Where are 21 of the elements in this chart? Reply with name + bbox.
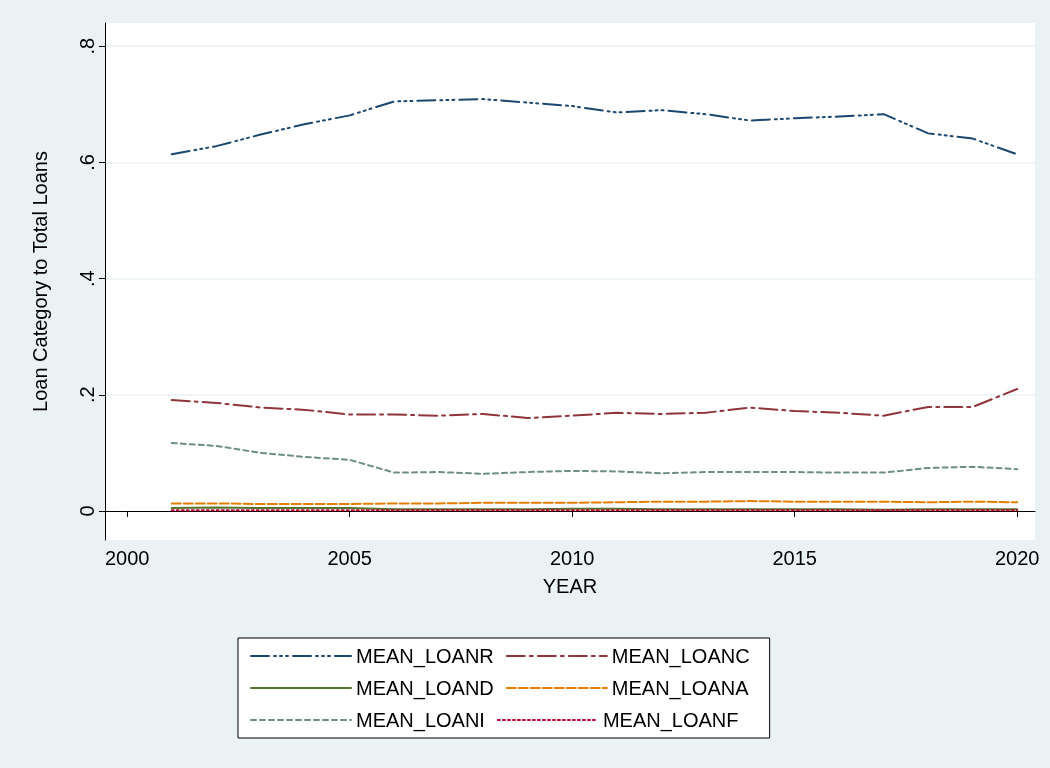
legend-label: MEAN_LOANF xyxy=(602,709,739,732)
y-tick-label: 0 xyxy=(76,505,98,517)
legend-label: MEAN_LOAND xyxy=(356,677,494,700)
legend-label: MEAN_LOANA xyxy=(611,677,750,700)
y-tick-label: .4 xyxy=(76,270,98,287)
x-tick-label: 2005 xyxy=(327,547,372,569)
legend-label: MEAN_LOANC xyxy=(611,645,750,668)
line-series xyxy=(170,441,1019,475)
legend-label: MEAN_LOANI xyxy=(356,709,485,732)
y-axis-title: Loan Category to Total Loans xyxy=(29,151,51,412)
x-tick-label: 2010 xyxy=(549,547,595,569)
y-tick-label: .8 xyxy=(76,37,98,55)
legend-label: MEAN_LOANR xyxy=(356,645,494,668)
line-series xyxy=(170,387,1019,420)
x-tick-label: 2015 xyxy=(772,547,817,569)
x-tick-label: 2000 xyxy=(105,547,150,569)
y-tick-label: .6 xyxy=(76,154,98,171)
y-tick-label: .2 xyxy=(76,386,98,404)
line-series xyxy=(170,98,1019,156)
x-axis-title: YEAR xyxy=(542,575,598,597)
x-tick-label: 2020 xyxy=(994,547,1040,569)
